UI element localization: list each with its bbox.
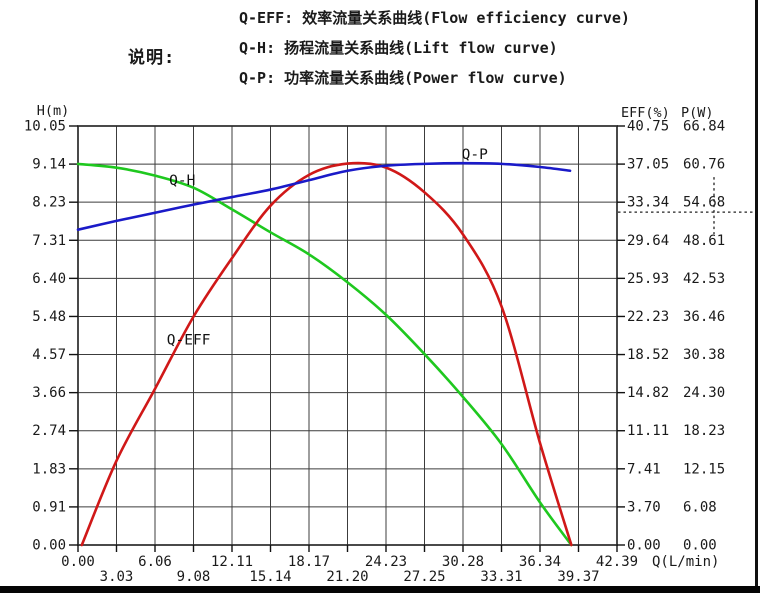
h-axis-tick-label: 7.31 bbox=[32, 233, 66, 249]
curve-label-q-h: Q-H bbox=[169, 173, 195, 189]
eff-axis-tick-label: 0.00 bbox=[627, 538, 661, 554]
h-axis-title: H(m) bbox=[37, 103, 70, 119]
eff-axis-tick-label: 22.23 bbox=[627, 309, 669, 325]
h-axis-tick-label: 8.23 bbox=[32, 195, 66, 211]
p-axis-tick-label: 36.46 bbox=[683, 309, 725, 325]
q-axis-tick-label: 30.28 bbox=[442, 554, 484, 570]
h-axis-tick-label: 2.74 bbox=[32, 423, 66, 439]
h-axis-tick-label: 9.14 bbox=[32, 157, 66, 173]
q-axis-tick-label: 9.08 bbox=[177, 569, 211, 585]
h-axis-tick-label: 6.40 bbox=[32, 271, 66, 287]
rated-point-marker bbox=[618, 177, 755, 235]
h-axis-tick-label: 5.48 bbox=[32, 309, 66, 325]
eff-axis-tick-label: 25.93 bbox=[627, 271, 669, 287]
p-axis-tick-label: 54.68 bbox=[683, 195, 725, 211]
legend-item-q-eff: Q-EFF: 效率流量关系曲线(Flow efficiency curve) bbox=[239, 9, 630, 27]
p-axis-tick-label: 12.15 bbox=[683, 461, 725, 477]
q-axis-tick-label: 24.23 bbox=[365, 554, 407, 570]
q-axis-tick-label: 27.25 bbox=[403, 569, 445, 585]
q-axis-tick-label: 6.06 bbox=[138, 554, 172, 570]
q-axis-title: Q(L/min) bbox=[652, 554, 719, 570]
eff-axis-tick-label: 29.64 bbox=[627, 233, 669, 249]
p-axis-tick-label: 30.38 bbox=[683, 347, 725, 363]
legend-heading: 说明: bbox=[128, 48, 176, 68]
page-border-bottom bbox=[0, 586, 760, 593]
eff-axis-tick-label: 33.34 bbox=[627, 195, 669, 211]
h-axis-tick-label: 0.00 bbox=[32, 538, 66, 554]
eff-axis-tick-label: 14.82 bbox=[627, 385, 669, 401]
q-axis-tick-label: 15.14 bbox=[249, 569, 291, 585]
q-axis-tick-label: 0.00 bbox=[61, 554, 95, 570]
eff-axis-tick-label: 40.75 bbox=[627, 119, 669, 135]
p-axis-tick-label: 42.53 bbox=[683, 271, 725, 287]
p-axis-tick-label: 60.76 bbox=[683, 157, 725, 173]
q-axis-tick-label: 18.17 bbox=[288, 554, 330, 570]
p-axis-title: P(W) bbox=[681, 105, 714, 121]
curve-q-eff bbox=[80, 161, 573, 547]
p-axis-tick-label: 18.23 bbox=[683, 423, 725, 439]
eff-axis-tick-label: 7.41 bbox=[627, 461, 661, 477]
curve-q-h bbox=[76, 162, 573, 547]
page-border-right bbox=[755, 0, 758, 593]
h-axis-tick-label: 4.57 bbox=[32, 347, 66, 363]
q-axis-tick-label: 12.11 bbox=[211, 554, 253, 570]
curve-label-q-eff: Q-EFF bbox=[167, 332, 211, 348]
axis-labels: 10.05 9.14 8.23 7.31 6.40 5.48 4.57 3.66 2.74 1.8… bbox=[24, 119, 725, 586]
eff-axis-tick-label: 11.11 bbox=[627, 423, 669, 439]
h-axis-tick-label: 0.91 bbox=[32, 499, 66, 515]
p-axis-tick-label: 48.61 bbox=[683, 233, 725, 249]
p-axis-tick-label: 0.00 bbox=[683, 538, 717, 554]
p-axis-tick-label: 6.08 bbox=[683, 499, 717, 515]
eff-axis-title: EFF(%) bbox=[621, 105, 670, 121]
q-axis-tick-label: 36.34 bbox=[519, 554, 561, 570]
h-axis-tick-label: 3.66 bbox=[32, 385, 66, 401]
q-axis-tick-label: 33.31 bbox=[480, 569, 522, 585]
h-axis-tick-label: 10.05 bbox=[24, 119, 66, 135]
p-axis-tick-label: 24.30 bbox=[683, 385, 725, 401]
q-axis-tick-label: 3.03 bbox=[100, 569, 134, 585]
legend-item-q-h: Q-H: 扬程流量关系曲线(Lift flow curve) bbox=[239, 39, 558, 57]
eff-axis-tick-label: 3.70 bbox=[627, 499, 661, 515]
curve-label-q-p: Q-P bbox=[462, 147, 488, 163]
grid bbox=[77, 125, 618, 546]
q-axis-tick-label: 42.39 bbox=[596, 554, 638, 570]
q-axis-tick-label: 21.20 bbox=[326, 569, 368, 585]
q-axis-tick-label: 39.37 bbox=[557, 569, 599, 585]
legend: Q-EFF: 效率流量关系曲线(Flow efficiency curve) Q… bbox=[239, 3, 630, 93]
axis-ticks bbox=[69, 125, 625, 552]
eff-axis-tick-label: 18.52 bbox=[627, 347, 669, 363]
h-axis-tick-label: 1.83 bbox=[32, 461, 66, 477]
legend-item-q-p: Q-P: 功率流量关系曲线(Power flow curve) bbox=[239, 69, 567, 87]
p-axis-tick-label: 66.84 bbox=[683, 119, 725, 135]
eff-axis-tick-label: 37.05 bbox=[627, 157, 669, 173]
curve-q-p bbox=[76, 161, 572, 231]
